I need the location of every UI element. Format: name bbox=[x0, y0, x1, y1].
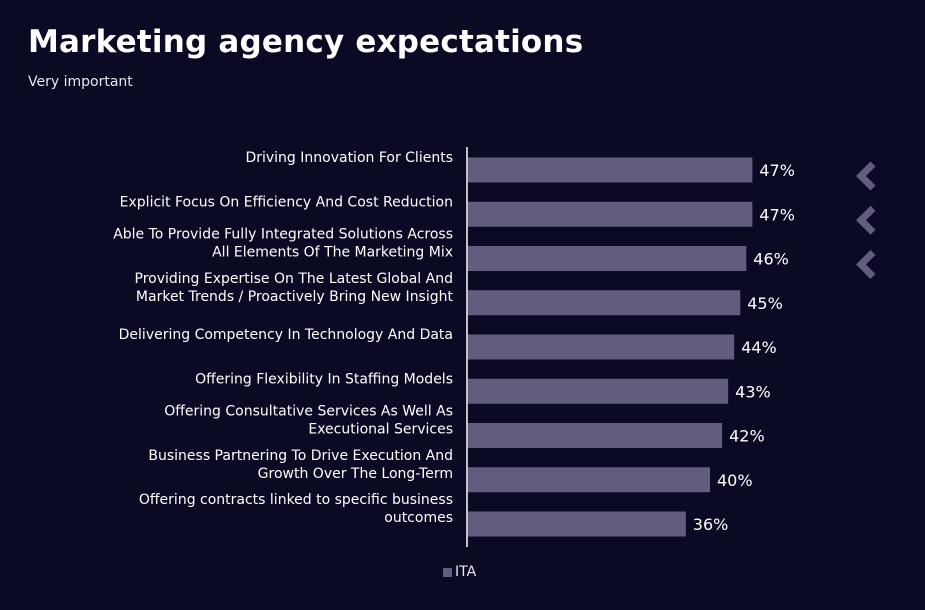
category-label: Offering Consultative Services As Well A… bbox=[164, 404, 453, 420]
category-label: Delivering Competency In Technology And … bbox=[119, 327, 453, 343]
category-label: All Elements Of The Marketing Mix bbox=[212, 245, 453, 261]
value-label: 36% bbox=[693, 515, 729, 534]
legend-label: ITA bbox=[455, 564, 477, 580]
category-label: Market Trends / Proactively Bring New In… bbox=[136, 289, 454, 305]
value-label: 40% bbox=[717, 471, 753, 490]
value-label: 42% bbox=[729, 427, 765, 446]
chart-subtitle: Very important bbox=[28, 74, 133, 90]
chevron-left-icon bbox=[856, 161, 876, 191]
bar bbox=[468, 157, 753, 183]
value-label: 44% bbox=[741, 338, 777, 357]
category-label: outcomes bbox=[384, 510, 453, 526]
legend: ITA bbox=[443, 564, 476, 580]
chart-title: Marketing agency expectations bbox=[28, 24, 584, 60]
bar bbox=[468, 467, 710, 493]
category-label: Offering Flexibility In Staffing Models bbox=[195, 371, 453, 387]
category-label: Offering contracts linked to specific bu… bbox=[139, 492, 453, 508]
value-label: 46% bbox=[753, 250, 789, 269]
category-label: Business Partnering To Drive Execution A… bbox=[148, 448, 453, 464]
bar bbox=[468, 201, 753, 227]
category-label: Explicit Focus On Efficiency And Cost Re… bbox=[120, 194, 453, 210]
chevron-left-icon bbox=[856, 250, 876, 279]
bar bbox=[468, 334, 735, 360]
bar bbox=[468, 378, 729, 404]
bar bbox=[468, 246, 747, 271]
value-label: 45% bbox=[747, 294, 783, 313]
value-label: 47% bbox=[759, 161, 795, 180]
bar bbox=[468, 290, 741, 316]
value-label: 47% bbox=[759, 205, 795, 224]
category-label: Providing Expertise On The Latest Global… bbox=[135, 271, 454, 287]
chevron-left-icon bbox=[856, 205, 876, 235]
category-label: Driving Innovation For Clients bbox=[245, 150, 453, 166]
category-label: Executional Services bbox=[308, 422, 453, 438]
legend-swatch bbox=[443, 567, 452, 577]
category-label: Able To Provide Fully Integrated Solutio… bbox=[113, 227, 453, 243]
bar bbox=[468, 423, 723, 448]
category-label: Growth Over The Long-Term bbox=[258, 466, 453, 482]
value-label: 43% bbox=[735, 382, 771, 401]
bar bbox=[468, 511, 686, 537]
